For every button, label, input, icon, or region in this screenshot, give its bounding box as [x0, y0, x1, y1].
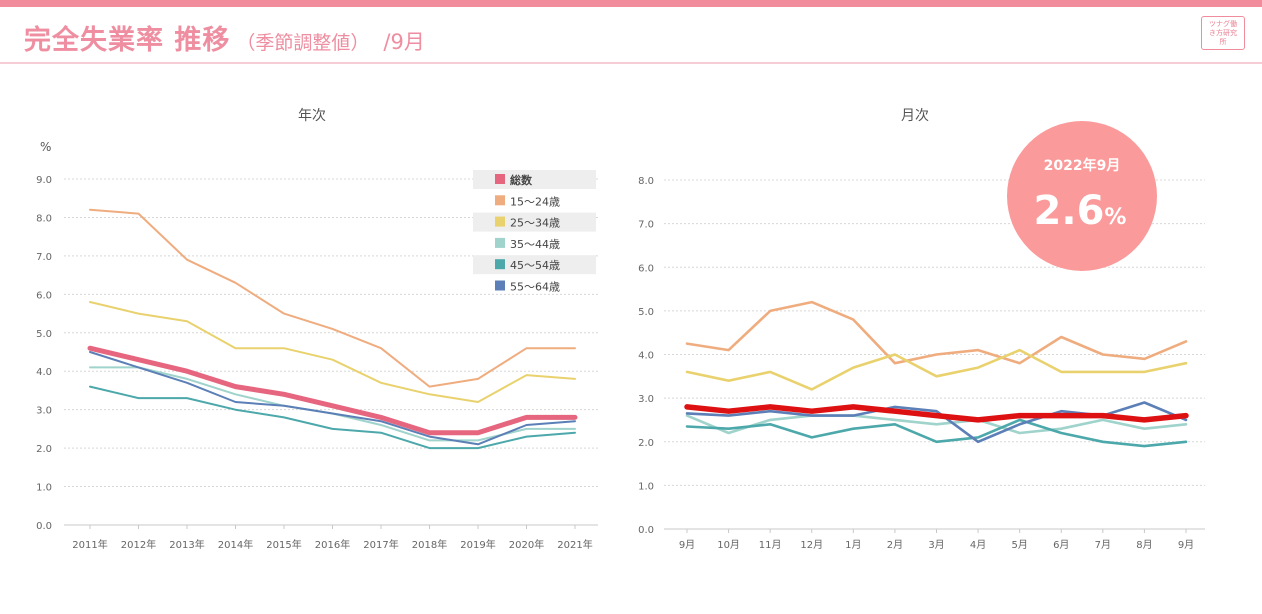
- y-tick-label: 9.0: [36, 175, 52, 186]
- y-tick-label: 2.0: [36, 444, 52, 455]
- series-line-3: [685, 418, 1188, 448]
- x-tick-label: 3月: [928, 539, 944, 551]
- x-tick-label: 11月: [759, 539, 782, 551]
- x-tick-label: 2018年: [412, 538, 447, 551]
- series-line-25～34歳: [89, 301, 576, 403]
- y-tick-label: 4.0: [36, 367, 52, 378]
- series-line-45～54歳: [89, 385, 576, 450]
- y-tick-label: 5.0: [36, 329, 52, 340]
- x-tick-label: 2020年: [509, 538, 544, 551]
- y-tick-label: 3.0: [36, 406, 52, 417]
- y-tick-label: 8.0: [36, 213, 52, 224]
- legend-swatch: [495, 174, 505, 184]
- y-axis-label: %: [40, 140, 51, 154]
- badge-label: 2022年9月: [1044, 157, 1121, 174]
- title-month: /9月: [383, 30, 425, 54]
- y-tick-label: 7.0: [36, 252, 52, 263]
- x-tick-label: 2016年: [315, 538, 350, 551]
- badge-unit: %: [1104, 205, 1126, 230]
- x-tick-label: 10月: [717, 539, 740, 551]
- x-tick-label: 1月: [845, 539, 861, 551]
- y-tick-label: 6.0: [36, 290, 52, 301]
- series-line-2: [685, 414, 1188, 435]
- series-line-5: [684, 404, 1189, 423]
- series-line-0: [685, 300, 1188, 365]
- x-tick-label: 2012年: [121, 538, 156, 551]
- y-tick-label: 3.0: [638, 394, 654, 405]
- y-tick-label: 7.0: [638, 220, 654, 231]
- y-tick-label: 0.0: [638, 525, 654, 536]
- x-tick-label: 7月: [1095, 539, 1111, 551]
- x-tick-label: 2015年: [266, 538, 301, 551]
- title-main: 完全失業率 推移: [24, 25, 231, 56]
- x-tick-label: 2021年: [557, 538, 592, 551]
- legend-label: 45～54歳: [510, 259, 560, 272]
- y-tick-label: 1.0: [638, 481, 654, 492]
- x-tick-label: 2014年: [218, 538, 253, 551]
- y-tick-label: 5.0: [638, 307, 654, 318]
- legend-label: 35～44歳: [510, 238, 560, 251]
- series-line-1: [685, 348, 1188, 391]
- y-tick-label: 8.0: [638, 176, 654, 187]
- chart-monthly: 月次 0.0 1.0 2.0 3.0 4.0 5.0 6.0 7.0 8.0 9月 10月 11月 12月…: [638, 108, 1205, 551]
- series-line-15～24歳: [89, 208, 576, 388]
- page-title: 完全失業率 推移 （季節調整値） /9月: [24, 18, 425, 58]
- title-subtitle: （季節調整値）: [236, 32, 370, 54]
- badge-number: 2.6: [1034, 188, 1105, 234]
- x-tick-label: 9月: [679, 539, 695, 551]
- brand-logo: ツナグ働き方研究所: [1201, 16, 1245, 50]
- badge-value: 2.6%: [1034, 188, 1127, 234]
- y-tick-label: 0.0: [36, 521, 52, 532]
- legend: 総数 15～24歳 25～34歳 35～44歳 45～54歳 55～64歳: [473, 170, 596, 294]
- legend-swatch: [495, 195, 505, 206]
- legend-swatch: [495, 259, 505, 270]
- legend-label: 25～34歳: [510, 217, 560, 230]
- x-tick-label: 2017年: [363, 538, 398, 551]
- y-tick-label: 6.0: [638, 263, 654, 274]
- title-divider: [0, 62, 1262, 64]
- x-tick-label: 6月: [1053, 539, 1069, 551]
- badge-circle: [1007, 121, 1157, 271]
- x-tick-label: 5月: [1011, 539, 1027, 551]
- x-tick-label: 2月: [887, 539, 903, 551]
- logo-text: ツナグ働き方研究所: [1209, 19, 1237, 46]
- chart-title: 年次: [298, 108, 326, 124]
- legend-swatch: [495, 237, 505, 248]
- legend-swatch: [495, 216, 505, 227]
- y-tick-label: 2.0: [638, 438, 654, 449]
- top-accent-bar: [0, 0, 1262, 7]
- series-line-総数: [87, 345, 578, 436]
- x-tick-label: 2011年: [72, 538, 107, 551]
- chart-title: 月次: [901, 108, 929, 124]
- y-tick-label: 4.0: [638, 351, 654, 362]
- legend-label: 55～64歳: [510, 281, 560, 294]
- x-tick-label: 2013年: [169, 538, 204, 551]
- x-tick-label: 8月: [1136, 539, 1152, 551]
- x-tick-label: 2019年: [460, 538, 495, 551]
- x-tick-label: 12月: [800, 539, 823, 551]
- x-tick-label: 9月: [1178, 539, 1194, 551]
- chart-annual: 年次% 0.0 1.0 2.0 3.0 4.0 5.0 6.0 7.0 8.0 9.0 2011年 20…: [36, 108, 598, 551]
- legend-row-bg: [473, 170, 596, 189]
- legend-label: 15～24歳: [510, 195, 560, 208]
- legend-label: 総数: [510, 173, 533, 187]
- series-line-55～64歳: [89, 351, 576, 446]
- latest-value-badge: 2022年9月 2.6%: [1007, 121, 1157, 271]
- y-tick-label: 1.0: [36, 483, 52, 494]
- legend-swatch: [495, 280, 505, 291]
- x-tick-label: 4月: [970, 539, 986, 551]
